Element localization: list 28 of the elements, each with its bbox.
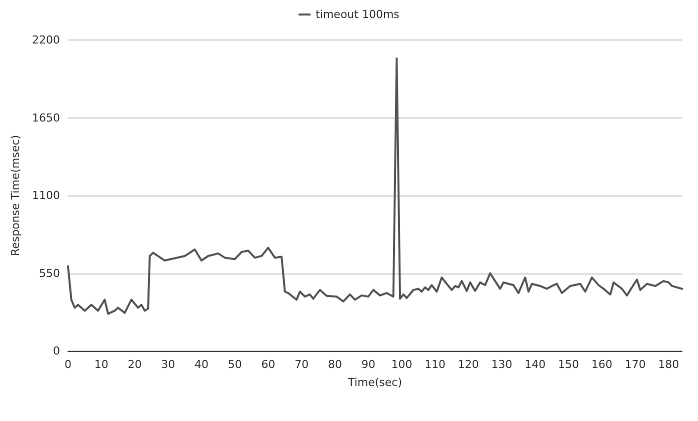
y-tick-label: 1100 [32, 189, 60, 202]
x-axis-title: Time(sec) [346, 376, 402, 389]
x-tick-label: 80 [328, 358, 342, 371]
y-axis-title: Response Time(msec) [9, 134, 22, 256]
x-tick-label: 0 [64, 358, 72, 371]
x-tick-label: 110 [424, 358, 446, 371]
x-tick-label: 170 [624, 358, 646, 371]
y-tick-label: 2200 [32, 34, 60, 46]
x-tick-label: 20 [128, 358, 142, 371]
x-tick-label: 150 [558, 358, 580, 371]
x-tick-label: 40 [194, 358, 208, 371]
line-series [67, 57, 683, 315]
x-tick-label: 10 [94, 358, 108, 371]
x-tick-label: 180 [658, 358, 680, 371]
y-tick-label: 550 [39, 266, 60, 280]
x-tick-label: 100 [391, 358, 412, 371]
y-tick-label: 0 [53, 344, 60, 358]
x-tick-label: 160 [591, 358, 612, 371]
x-tick-label: 70 [294, 358, 309, 371]
x-tick-label: 140 [524, 358, 546, 371]
x-tick-label: 60 [261, 358, 276, 371]
x-tick-label: 90 [361, 358, 376, 371]
x-tick-label: 120 [458, 358, 479, 371]
x-tick-label: 30 [161, 358, 176, 371]
legend-label: timeout 100ms [316, 8, 400, 21]
y-tick-label: 1650 [32, 111, 60, 124]
x-tick-label: 50 [228, 358, 242, 371]
x-tick-label: 130 [491, 358, 512, 371]
